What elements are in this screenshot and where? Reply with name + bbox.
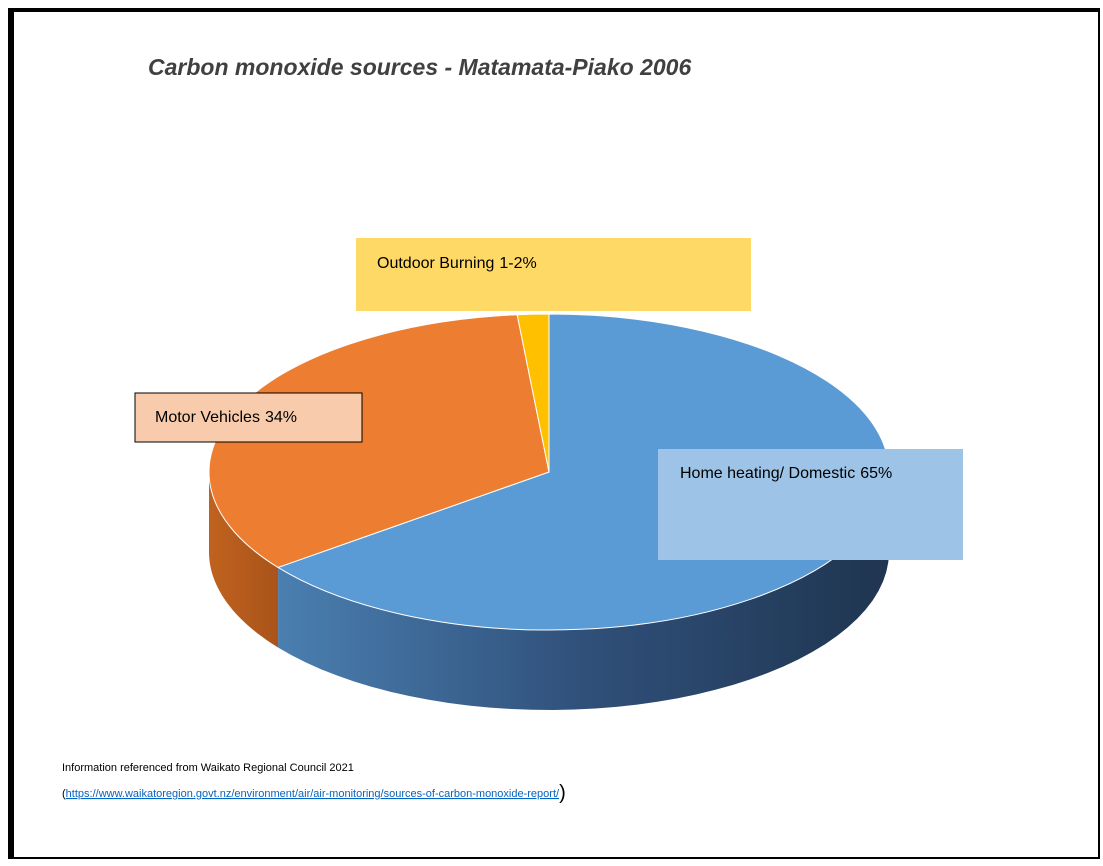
label-box bbox=[356, 238, 751, 311]
label-category: Home heating/ Domestic bbox=[680, 465, 855, 482]
label-box bbox=[658, 449, 963, 560]
data-label: Outdoor Burning 1-2% bbox=[377, 255, 537, 272]
labels: Home heating/ Domestic 65% Motor Vehicles 3… bbox=[134, 238, 963, 560]
slice-side bbox=[278, 472, 889, 710]
label-category: Motor Vehicles bbox=[155, 409, 260, 426]
source-link[interactable]: https://www.waikatoregion.govt.nz/enviro… bbox=[66, 788, 560, 800]
source-link-line: (https://www.waikatoregion.govt.nz/envir… bbox=[62, 782, 566, 804]
slice-side bbox=[209, 472, 279, 648]
data-label: Motor Vehicles 34% bbox=[155, 409, 297, 426]
paren: ( bbox=[62, 788, 66, 800]
slice bbox=[516, 313, 550, 473]
data-label: Home heating/ Domestic 65% bbox=[680, 465, 892, 482]
paren: ) bbox=[559, 782, 566, 804]
label-box bbox=[134, 392, 363, 443]
chart-title: Carbon monoxide sources - Matamata-Piako… bbox=[148, 54, 691, 80]
label-category: Outdoor Burning bbox=[377, 255, 494, 272]
label-value: 65% bbox=[860, 465, 892, 482]
label-value: 34% bbox=[265, 409, 297, 426]
label-value: 1-2% bbox=[499, 255, 536, 272]
source-note: Information referenced from Waikato Regi… bbox=[62, 762, 354, 774]
